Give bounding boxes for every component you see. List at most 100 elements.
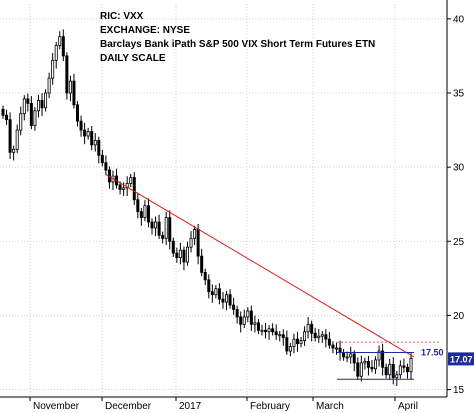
last-price-box <box>448 352 474 366</box>
candle-body <box>388 363 392 376</box>
candle-body <box>232 304 236 310</box>
candle-body <box>100 154 104 164</box>
candle-body <box>295 338 299 345</box>
candle-body <box>15 129 19 150</box>
candle-body <box>58 36 62 46</box>
info-name: Barclays Bank iPath S&P 500 VIX Short Te… <box>100 39 375 50</box>
candle-body <box>65 55 69 94</box>
candle-body <box>317 335 321 339</box>
candle-body <box>139 211 143 218</box>
candle-body <box>203 272 207 281</box>
candle-body <box>22 98 26 115</box>
x-tick-label: 2017 <box>179 401 202 412</box>
candle-body <box>288 346 292 352</box>
candle-body <box>313 332 317 339</box>
resistance-label: 17.50 <box>421 348 444 358</box>
y-tick-label: 25 <box>453 237 465 248</box>
candle-body <box>342 352 346 358</box>
info-exchange: EXCHANGE: NYSE <box>100 25 190 36</box>
candle-body <box>51 59 55 79</box>
info-ric: RIC: VXX <box>100 11 144 22</box>
candle-body <box>79 120 83 131</box>
candle-body <box>76 104 80 122</box>
candle-body <box>303 331 307 342</box>
candle-body <box>154 221 158 229</box>
candle-body <box>327 338 331 346</box>
candle-body <box>210 291 214 296</box>
candle-body <box>185 246 189 263</box>
candle-body <box>338 347 342 353</box>
candle-body <box>331 344 335 349</box>
candle-body <box>93 140 97 146</box>
candle-body <box>356 362 360 377</box>
candle-body <box>12 148 16 153</box>
trendline <box>105 174 415 358</box>
candle-body <box>182 249 186 263</box>
candle-body <box>377 350 381 361</box>
candle-body <box>129 177 133 184</box>
candle-body <box>359 362 363 377</box>
candle-body <box>178 249 182 258</box>
candle-body <box>405 366 409 373</box>
candle-body <box>225 294 229 303</box>
y-axis: 15 20 25 30 35 40 <box>446 0 465 397</box>
candle-body <box>256 322 260 331</box>
candle-body <box>384 366 388 376</box>
x-tick-label: November <box>33 401 80 412</box>
candle-body <box>306 323 310 333</box>
candle-body <box>164 217 168 239</box>
candle-body <box>5 114 9 121</box>
candle-body <box>292 338 296 347</box>
candle-body <box>381 350 385 368</box>
candle-body <box>402 365 406 368</box>
candle-body <box>36 99 40 112</box>
candle-body <box>207 279 211 293</box>
candle-body <box>239 316 243 325</box>
candle-body <box>189 237 193 248</box>
candle-body <box>40 99 44 109</box>
candle-body <box>221 298 225 303</box>
x-tick-label: April <box>398 401 418 412</box>
candle-body <box>122 187 126 190</box>
candle-body <box>324 334 328 340</box>
candle-body <box>217 288 221 300</box>
candle-body <box>29 102 33 127</box>
candle-body <box>136 199 140 213</box>
candle-body <box>228 294 232 306</box>
candle-body <box>175 252 179 258</box>
overlays: 17.50 17.07 <box>105 174 474 380</box>
candle-body <box>374 359 378 370</box>
candle-body <box>242 316 246 325</box>
candle-body <box>125 183 129 189</box>
candle-body <box>246 310 250 318</box>
candle-body <box>86 131 90 137</box>
candle-body <box>278 334 282 337</box>
candle-body <box>161 234 165 239</box>
candle-body <box>90 131 94 146</box>
candle-body <box>83 129 87 137</box>
candle-body <box>249 310 253 325</box>
grid <box>0 4 447 397</box>
candle-body <box>395 374 399 379</box>
x-tick-label: December <box>105 401 152 412</box>
candle-body <box>264 329 268 333</box>
candle-body <box>61 36 65 57</box>
candle-body <box>253 322 257 325</box>
candle-body <box>143 205 147 218</box>
candle-body <box>370 366 374 370</box>
candle-body <box>97 140 101 156</box>
candle-body <box>271 328 275 333</box>
info-block: RIC: VXX EXCHANGE: NYSE Barclays Bank iP… <box>100 11 375 64</box>
candle-body <box>281 334 285 339</box>
candle-body <box>349 353 353 358</box>
x-tick-label: March <box>316 401 344 412</box>
candle-body <box>157 221 161 236</box>
candle-body <box>47 77 51 94</box>
y-tick-label: 35 <box>453 88 465 99</box>
candle-body <box>26 98 30 104</box>
candle-body <box>352 353 356 364</box>
candle-body <box>267 328 271 333</box>
candle-body <box>409 358 413 373</box>
candle-body <box>196 229 200 257</box>
